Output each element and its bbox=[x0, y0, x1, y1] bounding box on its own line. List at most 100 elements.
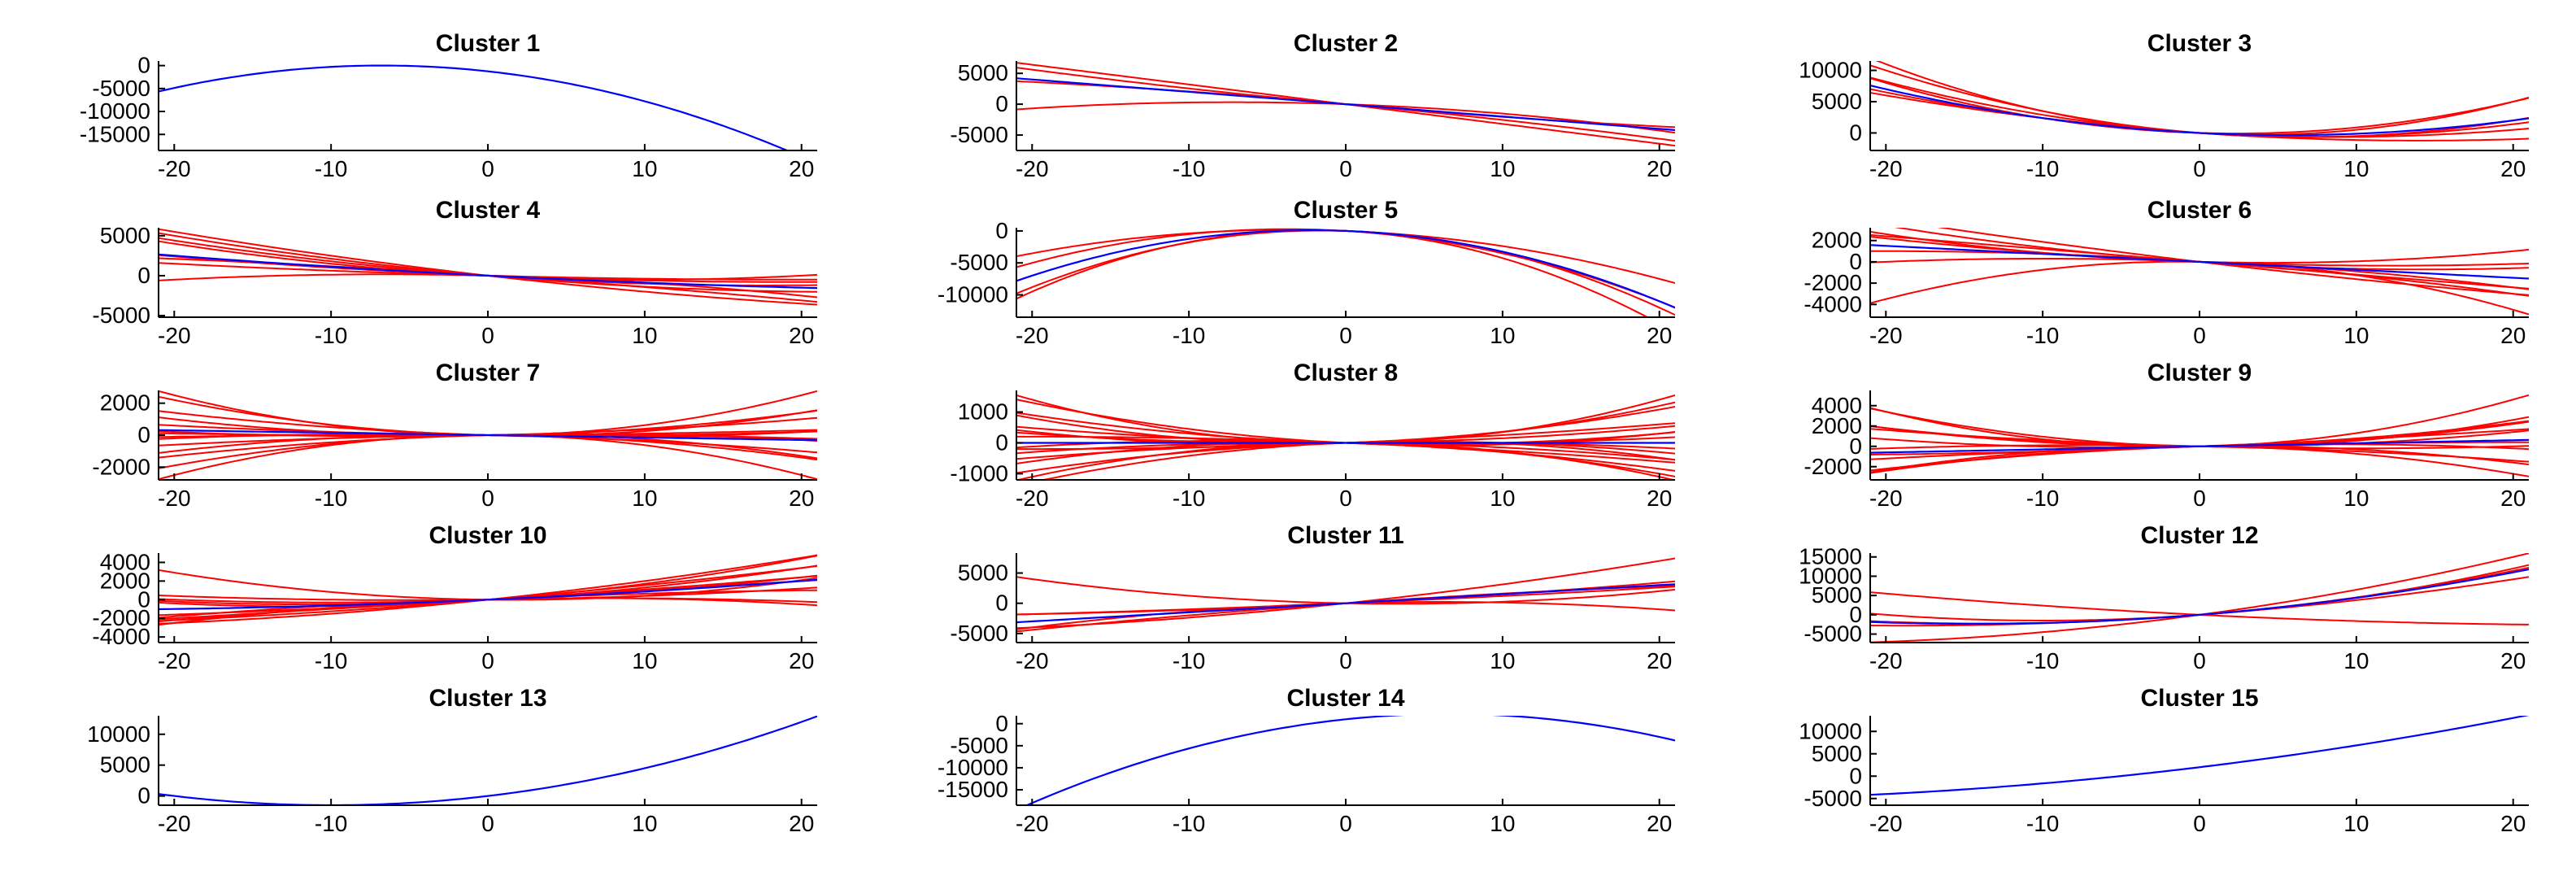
x-tick-label: -10 bbox=[1173, 811, 1205, 836]
center-curve bbox=[1870, 85, 2529, 137]
y-tick-label: 10000 bbox=[1799, 563, 1862, 588]
y-tick-label: -5000 bbox=[1804, 621, 1862, 647]
x-tick-label: -10 bbox=[315, 156, 347, 181]
x-tick-label: -20 bbox=[1869, 811, 1902, 836]
x-tick-label: 10 bbox=[632, 323, 657, 348]
center-curve bbox=[1016, 77, 1675, 132]
panel-title: Cluster 8 bbox=[1294, 360, 1398, 386]
x-tick-label: -10 bbox=[1173, 486, 1205, 511]
member-curve bbox=[159, 390, 817, 436]
x-tick-label: 10 bbox=[1490, 648, 1515, 673]
y-tick-label: 0 bbox=[1849, 120, 1862, 145]
x-tick-label: 0 bbox=[481, 648, 494, 673]
y-tick-label: -10000 bbox=[80, 98, 150, 124]
x-tick-label: -10 bbox=[2026, 648, 2059, 673]
x-tick-label: 20 bbox=[2500, 486, 2526, 511]
x-tick-label: -20 bbox=[1016, 156, 1048, 181]
y-tick-label: -10000 bbox=[938, 282, 1008, 307]
y-tick-label: 5000 bbox=[1812, 582, 1862, 608]
center-curve bbox=[1016, 583, 1675, 624]
member-curve bbox=[1016, 425, 1675, 445]
x-tick-label: -10 bbox=[315, 811, 347, 836]
y-tick-label: 0 bbox=[137, 422, 150, 447]
center-curve bbox=[159, 64, 790, 150]
y-tick-label: -2000 bbox=[92, 605, 150, 630]
member-curve bbox=[1870, 553, 2529, 643]
x-tick-label: 0 bbox=[2193, 156, 2206, 181]
panel-title: Cluster 12 bbox=[2140, 522, 2258, 549]
y-tick-label: 2000 bbox=[100, 390, 150, 416]
x-tick-label: -10 bbox=[1173, 323, 1205, 348]
y-tick-label: 4000 bbox=[100, 549, 150, 574]
y-tick-label: -5000 bbox=[92, 76, 150, 101]
y-tick-label: 1000 bbox=[958, 399, 1008, 425]
y-tick-label: 0 bbox=[137, 783, 150, 808]
x-tick-label: -10 bbox=[1173, 648, 1205, 673]
member-curve bbox=[1016, 441, 1675, 460]
y-tick-label: -4000 bbox=[1804, 291, 1862, 316]
y-tick-label: 0 bbox=[137, 263, 150, 288]
x-tick-label: 20 bbox=[789, 156, 814, 181]
y-tick-label: -5000 bbox=[950, 250, 1008, 275]
cluster-panel-8: Cluster 8 -20 -10 0 10 20 1000 0 -1000 bbox=[950, 360, 1675, 511]
curves bbox=[1870, 553, 2529, 643]
x-tick-label: -10 bbox=[2026, 156, 2059, 181]
x-tick-label: -10 bbox=[315, 648, 347, 673]
member-curve bbox=[1870, 576, 2529, 627]
panel-title: Cluster 1 bbox=[436, 30, 540, 57]
center-curve bbox=[1870, 438, 2529, 454]
x-tick-label: 20 bbox=[2500, 811, 2526, 836]
x-tick-label: 0 bbox=[481, 811, 494, 836]
curves bbox=[1870, 716, 2529, 796]
center-curve bbox=[159, 253, 817, 290]
x-tick-label: -20 bbox=[1016, 811, 1048, 836]
curves bbox=[159, 228, 817, 306]
center-curve bbox=[1016, 229, 1675, 309]
x-tick-label: 10 bbox=[632, 648, 657, 673]
x-tick-label: 10 bbox=[632, 156, 657, 181]
cluster-panel-4: Cluster 4 -20 -10 0 10 20 5000 0 -5000 bbox=[92, 197, 817, 348]
member-curve bbox=[1016, 441, 1675, 474]
y-tick-label: 0 bbox=[995, 218, 1008, 243]
member-curve bbox=[159, 262, 817, 281]
curves bbox=[1870, 228, 2529, 316]
x-tick-label: 0 bbox=[2193, 486, 2206, 511]
x-tick-label: -10 bbox=[315, 486, 347, 511]
panel-title: Cluster 7 bbox=[436, 360, 540, 386]
x-tick-label: 0 bbox=[1339, 486, 1352, 511]
x-tick-label: 0 bbox=[1339, 156, 1352, 181]
member-curve bbox=[159, 240, 817, 281]
curves bbox=[1870, 394, 2529, 477]
x-tick-label: 0 bbox=[481, 156, 494, 181]
x-tick-label: 0 bbox=[1339, 323, 1352, 348]
curves bbox=[1016, 557, 1675, 633]
y-tick-label: 10000 bbox=[1799, 58, 1862, 83]
curves bbox=[1016, 394, 1675, 480]
panel-title: Cluster 6 bbox=[2147, 197, 2252, 224]
panel-title: Cluster 3 bbox=[2147, 30, 2252, 57]
y-tick-label: 0 bbox=[995, 429, 1008, 455]
curves bbox=[159, 390, 817, 480]
x-tick-label: 10 bbox=[2343, 486, 2369, 511]
member-curve bbox=[159, 575, 817, 617]
x-tick-label: 20 bbox=[1647, 486, 1672, 511]
y-tick-label: -5000 bbox=[950, 122, 1008, 147]
panel-title: Cluster 11 bbox=[1287, 522, 1403, 549]
x-tick-label: 20 bbox=[789, 811, 814, 836]
x-tick-label: 20 bbox=[789, 323, 814, 348]
y-tick-label: 5000 bbox=[1812, 741, 1862, 766]
y-tick-label: 0 bbox=[1849, 434, 1862, 459]
y-tick-label: 0 bbox=[1849, 602, 1862, 627]
x-tick-label: 20 bbox=[1647, 648, 1672, 673]
y-tick-label: -2000 bbox=[1804, 270, 1862, 295]
panel-title: Cluster 15 bbox=[2140, 685, 2258, 712]
y-tick-label: 0 bbox=[1849, 763, 1862, 788]
y-tick-label: -2000 bbox=[1804, 454, 1862, 479]
panel-title: Cluster 5 bbox=[1294, 197, 1398, 224]
y-tick-label: -15000 bbox=[938, 777, 1008, 802]
x-tick-label: -20 bbox=[158, 811, 190, 836]
panel-title: Cluster 13 bbox=[429, 685, 546, 712]
